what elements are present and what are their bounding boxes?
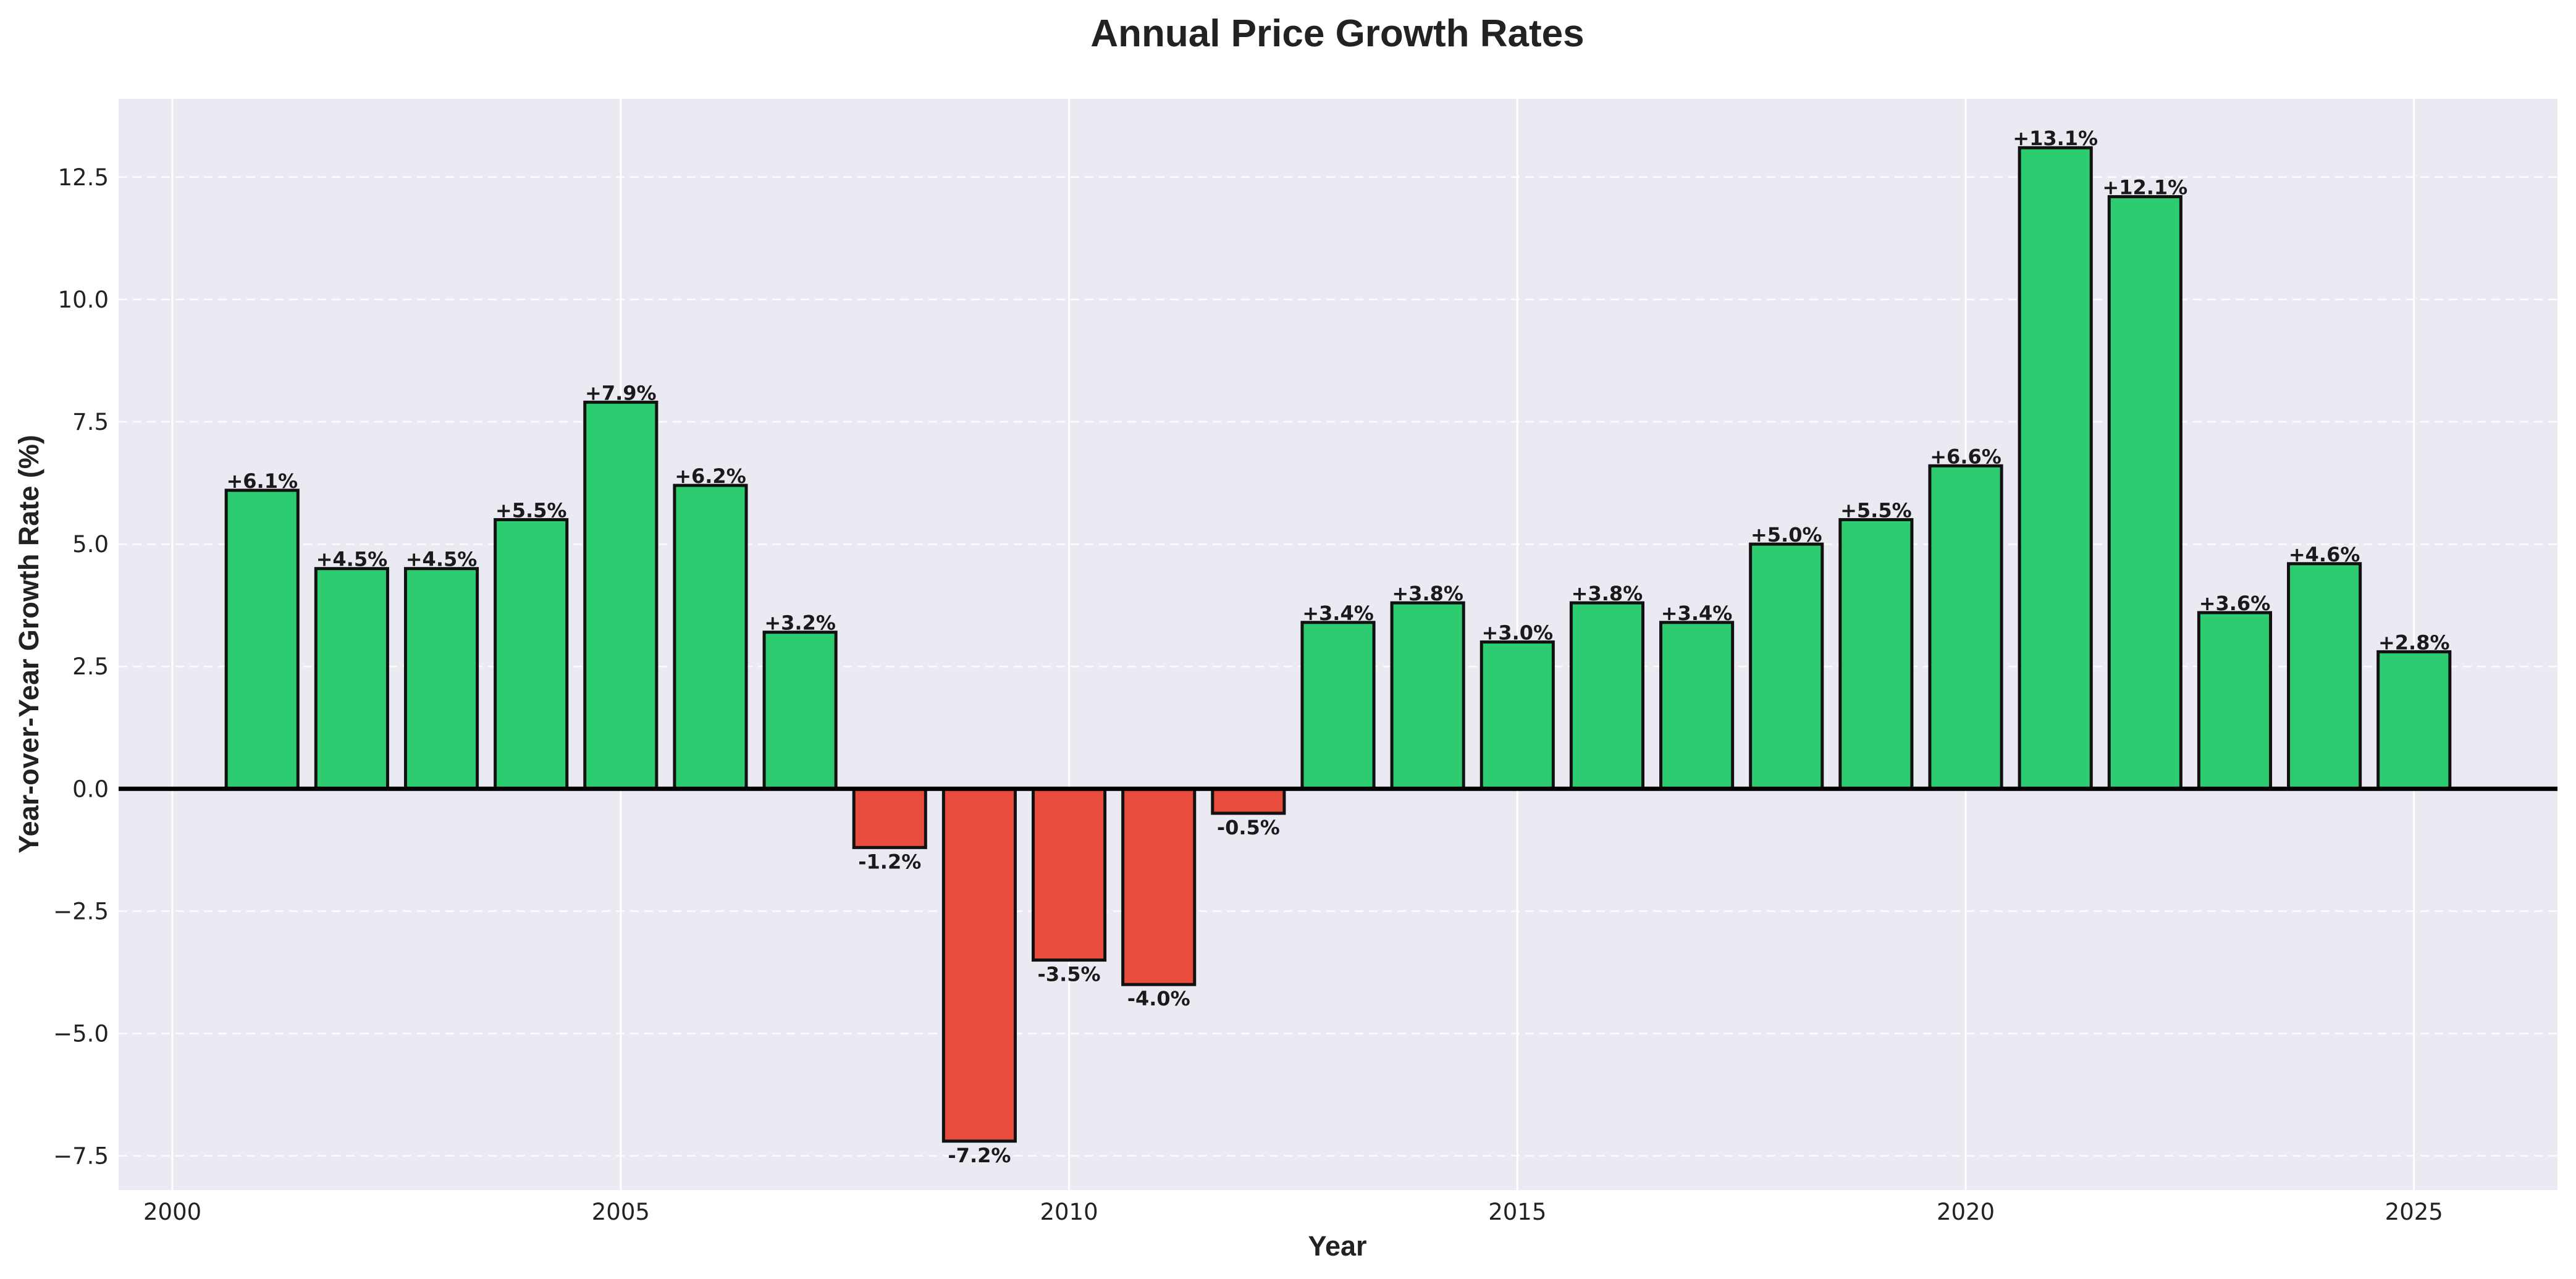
y-tick-label-4: 2.5 bbox=[72, 653, 109, 680]
data-label-2015: +3.0% bbox=[1482, 621, 1554, 645]
data-label-2021: +13.1% bbox=[2013, 127, 2098, 150]
bar-2004 bbox=[494, 518, 569, 790]
bar-2017 bbox=[1659, 621, 1735, 790]
bar-2014 bbox=[1390, 601, 1465, 790]
x-tick-labels: 2000 2005 2010 2015 2020 2025 bbox=[143, 1199, 2443, 1225]
x-tick-label-2005: 2005 bbox=[592, 1199, 650, 1225]
y-tick-label-1: −5.0 bbox=[53, 1020, 109, 1047]
data-label-2003: +4.5% bbox=[406, 548, 478, 571]
y-tick-label-2: −2.5 bbox=[53, 898, 109, 925]
x-tick-label-2020: 2020 bbox=[1937, 1199, 1995, 1225]
data-label-2004: +5.5% bbox=[495, 498, 567, 522]
data-label-2007: +3.2% bbox=[764, 611, 836, 635]
data-label-2025: +2.8% bbox=[2378, 631, 2450, 654]
data-label-2023: +3.6% bbox=[2199, 592, 2271, 615]
data-label-2008: -1.2% bbox=[858, 850, 921, 873]
bar-2011 bbox=[1121, 787, 1197, 986]
x-axis-label: Year bbox=[1308, 1230, 1366, 1262]
y-tick-label-8: 12.5 bbox=[58, 164, 109, 191]
bar-2007 bbox=[762, 631, 838, 790]
y-tick-label-5: 5.0 bbox=[72, 531, 109, 558]
data-label-2019: +5.5% bbox=[1840, 498, 1912, 522]
x-tick-label-2025: 2025 bbox=[2385, 1199, 2443, 1225]
bar-2016 bbox=[1569, 601, 1644, 790]
bar-2002 bbox=[314, 567, 389, 790]
data-label-2005: +7.9% bbox=[585, 381, 657, 405]
data-label-2006: +6.2% bbox=[675, 464, 746, 488]
bar-2013 bbox=[1300, 621, 1376, 790]
bar-2018 bbox=[1749, 542, 1824, 790]
data-label-2016: +3.8% bbox=[1572, 582, 1643, 605]
data-label-2018: +5.0% bbox=[1751, 523, 1822, 547]
data-label-2009: -7.2% bbox=[948, 1144, 1011, 1167]
x-tick-label-2015: 2015 bbox=[1488, 1199, 1546, 1225]
data-label-2014: +3.8% bbox=[1392, 582, 1463, 605]
data-label-2017: +3.4% bbox=[1661, 602, 1733, 625]
bar-2010 bbox=[1032, 787, 1107, 962]
data-label-2011: -4.0% bbox=[1127, 987, 1190, 1010]
bar-2006 bbox=[673, 484, 748, 790]
data-label-2002: +4.5% bbox=[316, 548, 388, 571]
bar-2001 bbox=[224, 489, 300, 790]
bar-2015 bbox=[1480, 640, 1555, 790]
bar-2024 bbox=[2287, 562, 2362, 790]
y-tick-label-6: 7.5 bbox=[72, 409, 109, 435]
bar-2023 bbox=[2197, 611, 2273, 790]
data-label-2001: +6.1% bbox=[226, 469, 298, 493]
y-tick-labels: −7.5 −5.0 −2.5 0.0 2.5 5.0 7.5 10.0 12.5 bbox=[53, 164, 109, 1170]
bar-2019 bbox=[1838, 518, 1914, 790]
y-tick-label-7: 10.0 bbox=[58, 287, 109, 313]
data-label-2013: +3.4% bbox=[1302, 602, 1374, 625]
bar-2021 bbox=[2018, 146, 2093, 790]
bar-2003 bbox=[403, 567, 479, 790]
data-label-2024: +4.6% bbox=[2289, 543, 2360, 566]
bar-2022 bbox=[2107, 195, 2182, 790]
data-label-2022: +12.1% bbox=[2102, 175, 2187, 199]
bars bbox=[224, 146, 2452, 1143]
bar-2012 bbox=[1211, 787, 1286, 815]
bar-2005 bbox=[583, 400, 659, 790]
y-axis-label: Year-over-Year Growth Rate (%) bbox=[13, 435, 44, 853]
chart-title: Annual Price Growth Rates bbox=[1090, 12, 1584, 55]
data-label-2020: +6.6% bbox=[1930, 445, 2001, 468]
bar-2008 bbox=[852, 787, 927, 849]
data-label-2010: -3.5% bbox=[1038, 963, 1101, 986]
data-label-2012: -0.5% bbox=[1217, 816, 1280, 839]
bar-2020 bbox=[1928, 464, 2003, 790]
x-tick-label-2010: 2010 bbox=[1040, 1199, 1098, 1225]
bar-2009 bbox=[941, 787, 1017, 1143]
y-tick-label-3: 0.0 bbox=[72, 776, 109, 802]
x-tick-label-2000: 2000 bbox=[143, 1199, 201, 1225]
bar-2025 bbox=[2376, 650, 2452, 790]
data-labels: +6.1% +4.5% +4.5% +5.5% +7.9% +6.2% +3.2% -1.2%… bbox=[226, 127, 2449, 1167]
y-tick-label-0: −7.5 bbox=[53, 1143, 109, 1170]
